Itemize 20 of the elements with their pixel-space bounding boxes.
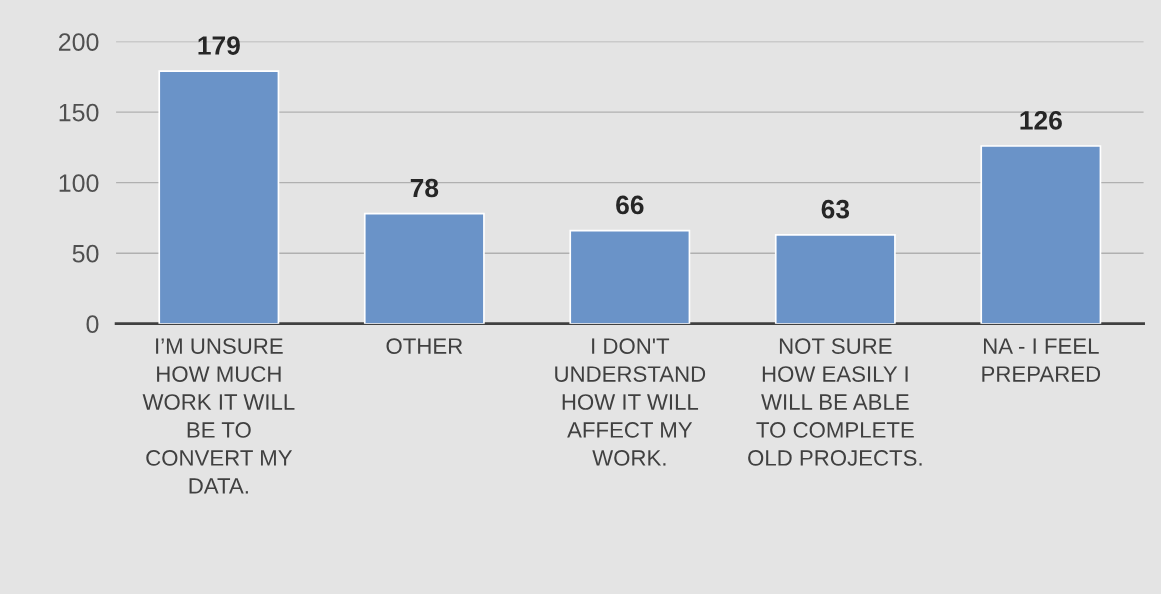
bar	[363, 212, 485, 324]
bar	[569, 229, 691, 324]
x-tick-label: OTHER	[386, 338, 463, 354]
data-label: 78	[410, 178, 439, 198]
data-label: 63	[821, 199, 850, 219]
x-tick-label: NA - I FEEL PREPARED	[982, 338, 1101, 382]
y-tick-label: 100	[59, 174, 99, 192]
data-label: 179	[198, 36, 240, 55]
x-tick-label: NOT SURE HOW EASILY I WILL BE ABLE TO COMPLETE OLD PROJECTS.	[748, 338, 922, 466]
bar	[774, 234, 896, 324]
y-tick-label: 0	[86, 315, 99, 334]
data-label: 126	[1020, 110, 1062, 130]
bar	[158, 70, 280, 324]
data-label: 66	[616, 195, 644, 215]
y-tick-label: 50	[72, 244, 99, 263]
y-tick-label: 150	[59, 103, 99, 122]
x-tick-label: I DON'T UNDERSTAND HOW IT WILL AFFECT MY WORK.	[555, 338, 706, 466]
y-tick-label: 200	[58, 33, 99, 51]
bar	[980, 145, 1102, 324]
x-tick-label: I’M UNSURE HOW MUCH WORK IT WILL BE TO CONVERT MY DATA.	[142, 338, 295, 494]
